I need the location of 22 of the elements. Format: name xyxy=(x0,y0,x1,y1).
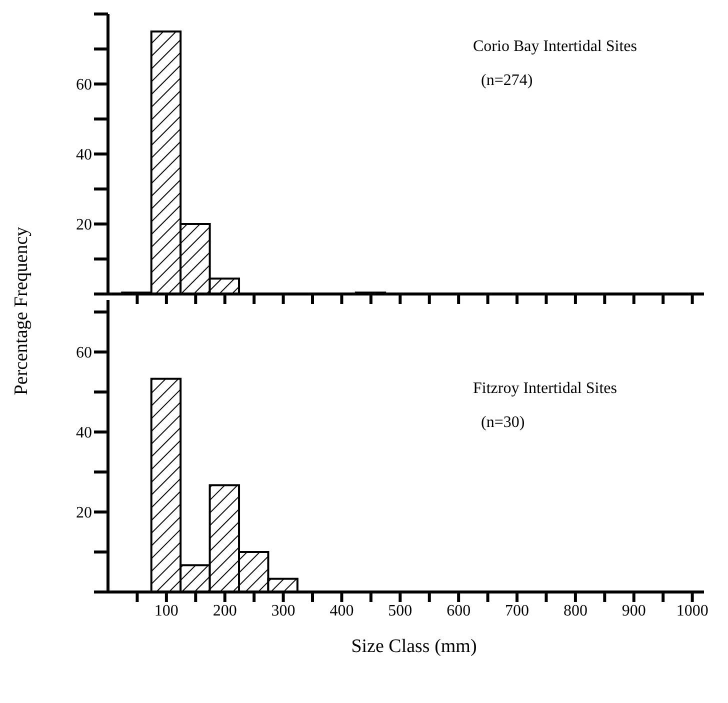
y-tick-label: 20 xyxy=(76,504,92,522)
y-tick-label: 60 xyxy=(76,76,92,94)
x-tick-label: 700 xyxy=(505,602,530,620)
x-tick-label: 900 xyxy=(622,602,646,620)
x-tick-label: 300 xyxy=(271,602,296,620)
y-tick-label: 40 xyxy=(76,146,92,164)
y-tick-label: 60 xyxy=(76,344,92,362)
x-tick-label: 100 xyxy=(154,602,178,620)
x-axis-title: Size Class (mm) xyxy=(350,636,478,658)
x-tick-label: 600 xyxy=(446,602,471,620)
y-axis-title: Percentage Frequency xyxy=(11,226,33,398)
x-tick-label: 200 xyxy=(212,602,237,620)
x-tick-label: 500 xyxy=(388,602,412,620)
y-tick-label: 40 xyxy=(76,424,92,442)
x-tick-label: 800 xyxy=(563,602,588,620)
annotation: (n=274) xyxy=(481,72,533,90)
x-tick-label: 1000 xyxy=(676,602,708,620)
annotation: Fitzroy Intertidal Sites xyxy=(473,380,617,398)
y-tick-label: 20 xyxy=(76,216,92,234)
annotation: (n=30) xyxy=(481,414,525,432)
x-tick-label: 400 xyxy=(330,602,354,620)
annotation: Corio Bay Intertidal Sites xyxy=(473,38,637,56)
